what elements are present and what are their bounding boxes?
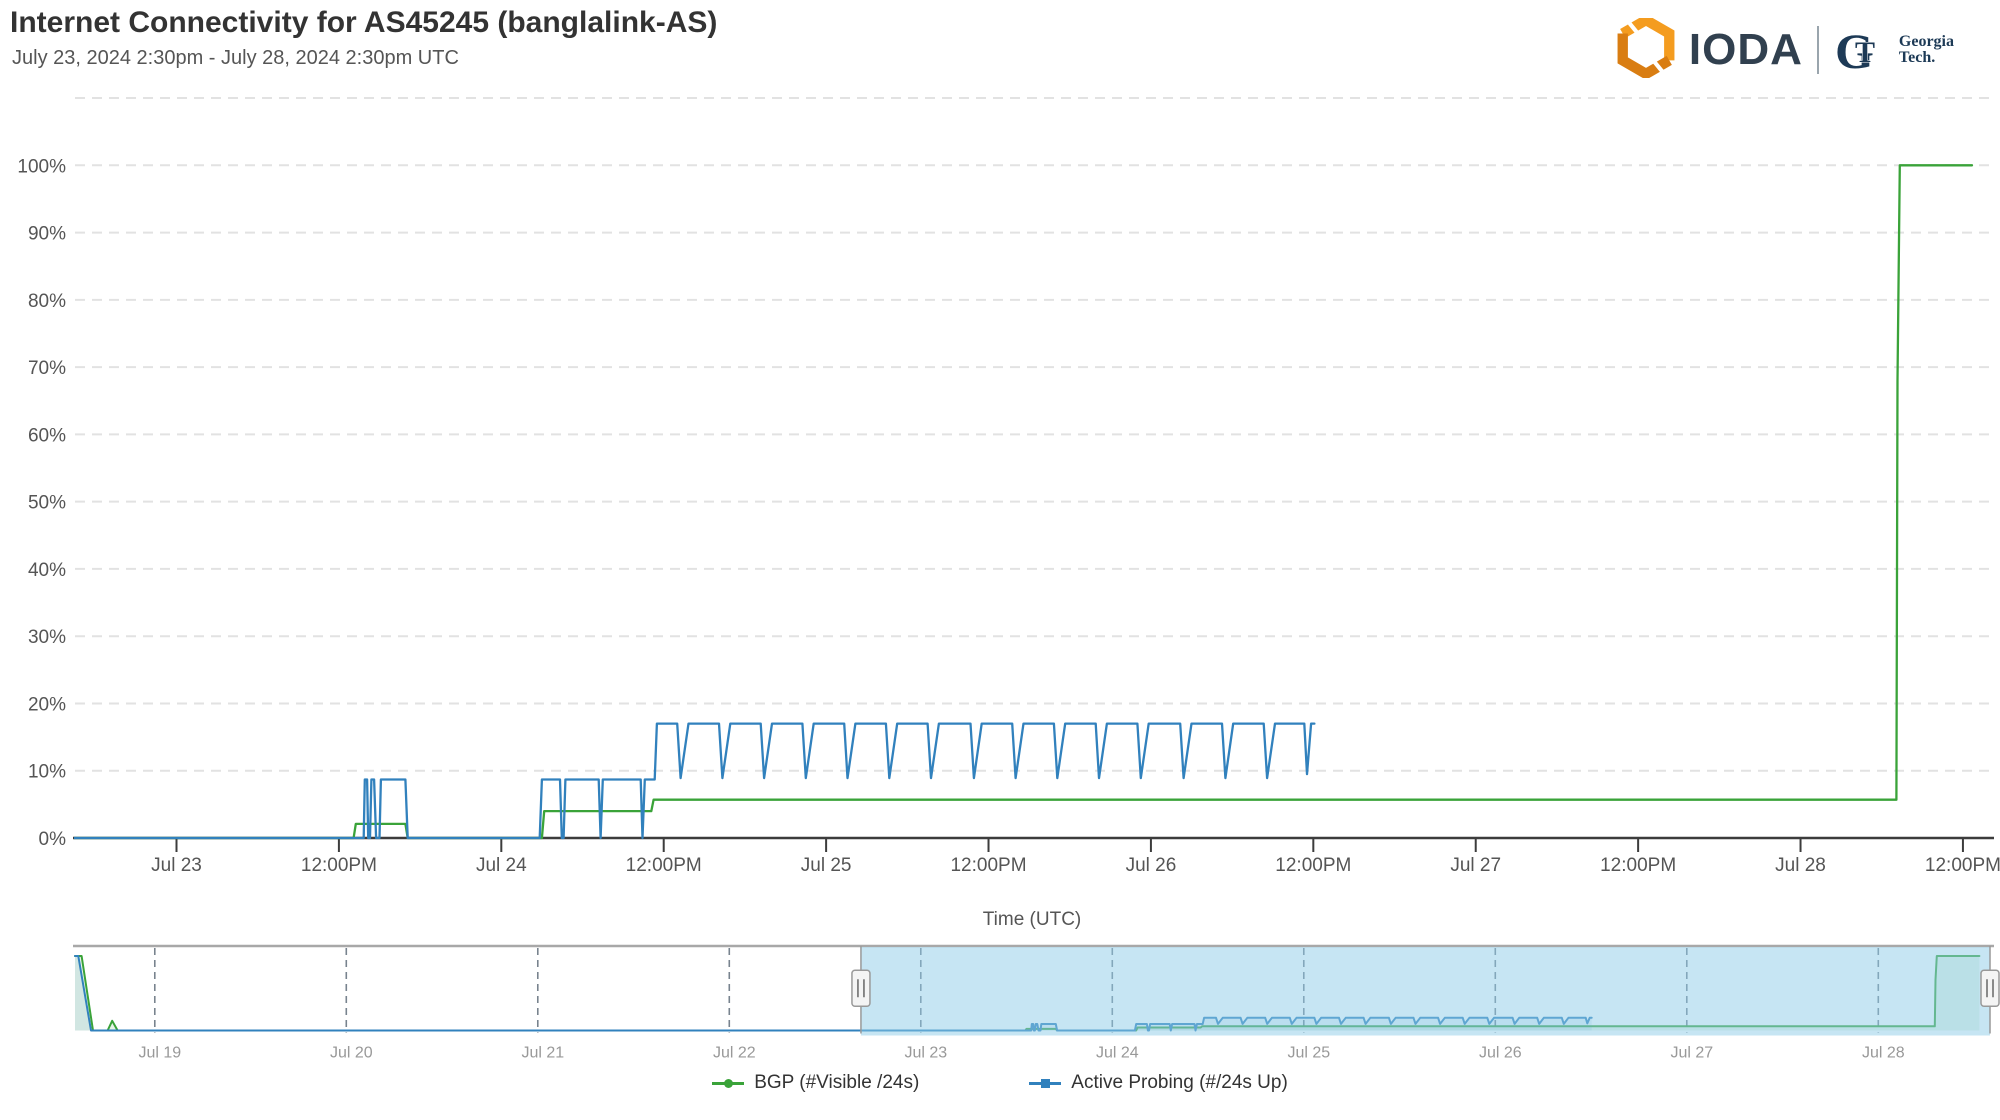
navigator-day-label: Jul 23 [904,1045,947,1062]
legend-item-bgp[interactable]: BGP (#Visible /24s) [712,1072,919,1094]
svg-text:T: T [1855,36,1875,69]
navigator-day-label: Jul 28 [1862,1045,1905,1062]
probing-legend-label: Active Probing (#/24s Up) [1071,1072,1288,1093]
page-title: Internet Connectivity for AS45245 (bangl… [10,6,718,39]
y-axis-label: 0% [39,829,67,850]
navigator-day-label: Jul 27 [1670,1045,1713,1062]
x-axis-label: Jul 27 [1450,855,1501,876]
probing-legend-marker-icon [1029,1078,1062,1088]
navigator-left-handle[interactable] [851,969,871,1007]
legend-item-active-probing[interactable]: Active Probing (#/24s Up) [1029,1072,1288,1094]
y-axis-label: 70% [28,358,66,379]
y-axis-label: 100% [17,156,66,177]
y-axis-label: 60% [28,425,66,446]
date-range-subtitle: July 23, 2024 2:30pm - July 28, 2024 2:3… [12,47,459,69]
navigator-day-label: Jul 26 [1479,1045,1522,1062]
navigator-selected-range[interactable] [860,947,1990,1036]
main-gridlines: 0% 10% 20% 30% 40% 50% 60% 70% 80% 90% 100% [17,97,1990,850]
y-axis-label: 20% [28,694,66,715]
x-axis-label: 12:00PM [626,855,702,876]
navigator-day-label: Jul 19 [138,1045,181,1062]
x-axis-label: 12:00PM [1600,855,1676,876]
ioda-hexagon-icon [1617,13,1675,83]
main-series [74,164,1974,840]
active-probing-line [74,722,1316,840]
ioda-wordmark: IODA [1688,25,1803,74]
x-axis-label: Jul 25 [801,855,852,876]
navigator-day-label: Jul 24 [1096,1045,1139,1062]
main-x-axis: Jul 23 12:00PM Jul 24 12:00PM Jul 25 12:00PM J… [73,836,2000,876]
navigator-day-label: Jul 25 [1287,1045,1330,1062]
y-axis-label: 30% [28,627,66,648]
navigator-day-label: Jul 20 [330,1045,373,1062]
x-axis-title: Time (UTC) [983,909,1082,930]
x-axis-label: Jul 26 [1126,855,1177,876]
x-axis-label: Jul 23 [151,855,202,876]
y-axis-label: 10% [28,762,66,783]
svg-text:G: G [1835,24,1874,76]
y-axis-label: 50% [28,493,66,514]
georgia-tech-wordmark: Georgia Tech. [1898,33,1954,66]
logo-divider [1816,26,1819,74]
y-axis-label: 80% [28,291,66,312]
x-axis-label: Jul 24 [476,855,527,876]
navigator-right-handle[interactable] [1980,969,2000,1007]
x-axis-title-group: Time (UTC) [983,909,1082,930]
x-axis-label: Jul 28 [1775,855,1826,876]
navigator-day-label: Jul 21 [521,1045,564,1062]
x-axis-label: 12:00PM [301,855,377,876]
y-axis-label: 90% [28,224,66,245]
y-axis-label: 40% [28,560,66,581]
ioda-georgia-tech-logo: IODA G T Georgia Tech. [1617,13,1954,86]
connectivity-chart: 0% 10% 20% 30% 40% 50% 60% 70% 80% 90% 100% Jul 23… [17,97,2000,1062]
legend: BGP (#Visible /24s) Active Probing (#/24… [0,1072,2000,1094]
navigator-selection[interactable] [860,947,1990,1036]
navigator-handles[interactable] [851,946,2000,1034]
gt-mark-icon: G T [1833,23,1885,79]
x-axis-label: 12:00PM [1925,855,2000,876]
navigator-day-label: Jul 22 [713,1045,756,1062]
x-axis-label: 12:00PM [1275,855,1351,876]
bgp-legend-marker-icon [712,1078,745,1088]
bgp-legend-label: BGP (#Visible /24s) [754,1072,920,1093]
x-axis-label: 12:00PM [950,855,1026,876]
